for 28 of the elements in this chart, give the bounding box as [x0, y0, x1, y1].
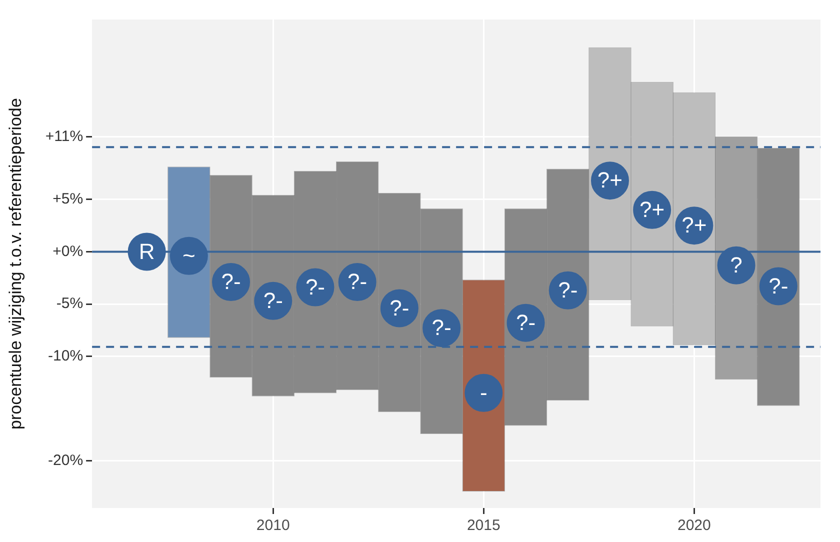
data-label: ?+ — [640, 196, 665, 222]
y-tick-label: -10% — [48, 347, 84, 364]
data-label: ?- — [768, 273, 788, 298]
data-label: ?- — [516, 310, 536, 335]
y-tick-label: +5% — [52, 190, 84, 208]
data-label: ?- — [432, 315, 452, 340]
data-label: ?- — [558, 277, 578, 302]
point — [464, 374, 503, 412]
x-tick-label: 2015 — [466, 517, 500, 534]
data-label: ?- — [390, 295, 410, 320]
data-label: - — [480, 380, 488, 405]
data-label: ~ — [182, 242, 196, 268]
data-label: ?- — [263, 288, 283, 313]
data-label: ?+ — [597, 168, 623, 193]
y-tick-label: +0% — [52, 242, 84, 260]
y-tick-label: -5% — [56, 295, 84, 312]
data-label: ?- — [305, 274, 326, 300]
x-tick-label: 2020 — [677, 517, 711, 534]
point — [170, 236, 208, 275]
data-label: ?- — [221, 269, 241, 294]
y-tick-label: -20% — [48, 452, 84, 470]
x-tick-label: 2010 — [256, 517, 290, 534]
y-axis-title: procentuele wijziging t.o.v. referentieperiode — [6, 98, 25, 430]
y-tick-label: +11% — [45, 128, 84, 145]
data-label: ?+ — [682, 212, 707, 238]
data-label: R — [138, 238, 155, 264]
data-label: ?- — [348, 269, 368, 294]
data-label: ? — [730, 252, 742, 278]
